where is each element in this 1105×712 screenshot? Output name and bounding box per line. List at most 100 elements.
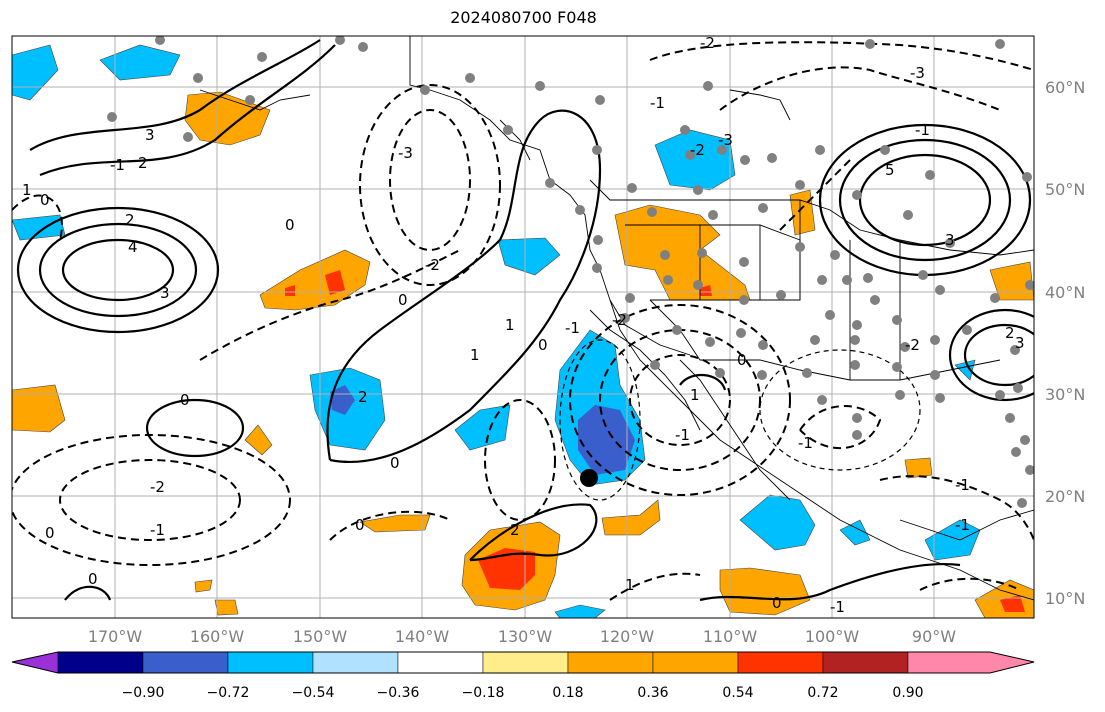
shade-red <box>285 285 295 296</box>
svg-text:5: 5 <box>885 161 895 179</box>
svg-text:1: 1 <box>470 346 480 364</box>
svg-text:-1: -1 <box>565 319 580 337</box>
colorbar-tick: −0.18 <box>462 685 505 701</box>
svg-text:0: 0 <box>88 570 98 588</box>
svg-text:-3: -3 <box>718 131 733 149</box>
svg-text:0: 0 <box>355 516 365 534</box>
svg-text:3: 3 <box>145 126 155 144</box>
svg-text:2: 2 <box>358 388 368 406</box>
colorbar-segment <box>822 651 909 674</box>
shade-dark-blue <box>578 405 635 475</box>
shade-orange <box>12 384 66 433</box>
svg-text:-2: -2 <box>150 478 165 496</box>
shade-orange <box>214 599 239 616</box>
shade-blue <box>839 519 871 546</box>
dashed-contours <box>12 41 1034 601</box>
svg-text:-1: -1 <box>150 521 165 539</box>
svg-text:0: 0 <box>45 524 55 542</box>
shade-orange <box>194 579 213 593</box>
svg-text:-1: -1 <box>798 434 813 452</box>
shade-orange <box>904 457 933 479</box>
station-dots <box>107 36 1034 508</box>
shade-blue <box>739 494 816 551</box>
svg-text:0: 0 <box>398 291 408 309</box>
svg-text:3: 3 <box>1015 334 1025 352</box>
colorbar-segment <box>397 651 484 674</box>
shade-orange <box>601 499 661 536</box>
lat-tick: 40°N <box>1045 283 1085 302</box>
map-title: 2024080700 F048 <box>450 8 597 27</box>
lon-tick: 110°W <box>703 627 758 646</box>
shade-orange <box>244 424 273 456</box>
colorbar-segment <box>907 651 1035 674</box>
svg-text:-2: -2 <box>612 311 627 329</box>
plot-frame <box>11 35 1035 619</box>
shaded-field: 0 -2 -1 0 0 2 4 3 3 2 0 -1 0 2 1 0 -3 -2… <box>12 34 1034 618</box>
colorbar-tick: −0.72 <box>207 685 250 701</box>
latitude-ticks: 60°N 50°N 40°N 30°N 20°N 10°N <box>1045 78 1085 608</box>
lon-tick: 170°W <box>88 627 143 646</box>
shade-blue <box>924 519 981 561</box>
lon-tick: 130°W <box>498 627 553 646</box>
colorbar-segment <box>227 651 314 674</box>
svg-text:0: 0 <box>737 351 747 369</box>
svg-text:2: 2 <box>125 211 135 229</box>
colorbar-segment <box>57 651 144 674</box>
shade-orange <box>359 514 431 533</box>
lat-tick: 30°N <box>1045 385 1085 404</box>
svg-text:-2: -2 <box>905 336 920 354</box>
colorbar-segment <box>11 651 59 674</box>
svg-text:-2: -2 <box>700 34 715 52</box>
svg-text:-1: -1 <box>110 156 125 174</box>
svg-text:-3: -3 <box>398 144 413 162</box>
svg-text:3: 3 <box>160 284 170 302</box>
colorbar-tick: −0.90 <box>122 685 165 701</box>
colorbar-segment <box>312 651 399 674</box>
svg-text:4: 4 <box>128 238 138 256</box>
colorbar-segment <box>142 651 229 674</box>
shade-blue <box>12 44 59 101</box>
svg-text:-1: -1 <box>915 121 930 139</box>
shade-blue <box>497 237 561 276</box>
svg-text:-2: -2 <box>690 141 705 159</box>
colorbar-tick: −0.54 <box>292 685 335 701</box>
shade-blue <box>554 604 606 618</box>
lon-tick: 140°W <box>395 627 450 646</box>
lon-tick: 120°W <box>600 627 655 646</box>
svg-text:0: 0 <box>772 594 782 612</box>
svg-text:-1: -1 <box>650 94 665 112</box>
svg-text:-2: -2 <box>425 256 440 274</box>
lat-tick: 60°N <box>1045 78 1085 97</box>
colorbar-ticks: −0.90 −0.72 −0.54 −0.36 −0.18 0.18 0.36 … <box>122 685 924 701</box>
colorbar-tick: 0.36 <box>637 685 668 701</box>
svg-text:2: 2 <box>138 154 148 172</box>
shade-red <box>700 285 712 296</box>
colorbar-tick: −0.36 <box>377 685 420 701</box>
colorbar-segment <box>737 651 824 674</box>
lat-tick: 10°N <box>1045 589 1085 608</box>
lat-tick: 50°N <box>1045 180 1085 199</box>
svg-text:1: 1 <box>505 316 515 334</box>
colorbar-segment <box>652 651 739 674</box>
svg-text:0: 0 <box>40 191 50 209</box>
shade-blue <box>99 44 181 81</box>
shade-red <box>325 270 345 295</box>
svg-text:0: 0 <box>285 216 295 234</box>
solid-contours <box>16 39 1034 602</box>
graticule <box>12 36 1034 618</box>
shade-orange <box>719 567 811 616</box>
svg-text:-1: -1 <box>955 476 970 494</box>
lon-tick: 100°W <box>805 627 860 646</box>
colorbar: −0.90 −0.72 −0.54 −0.36 −0.18 0.18 0.36 … <box>11 651 1035 701</box>
contour-labels: 0 -2 -1 0 0 2 4 3 3 2 0 -1 0 2 1 0 -3 -2… <box>22 34 1025 616</box>
lon-tick: 90°W <box>912 627 956 646</box>
lon-tick: 150°W <box>293 627 348 646</box>
shade-orange <box>989 261 1034 301</box>
svg-text:1: 1 <box>690 386 700 404</box>
svg-text:2: 2 <box>1005 324 1015 342</box>
shade-dark-blue <box>330 385 355 415</box>
shade-red <box>1000 595 1025 612</box>
lon-tick: 160°W <box>190 627 245 646</box>
svg-text:0: 0 <box>538 336 548 354</box>
